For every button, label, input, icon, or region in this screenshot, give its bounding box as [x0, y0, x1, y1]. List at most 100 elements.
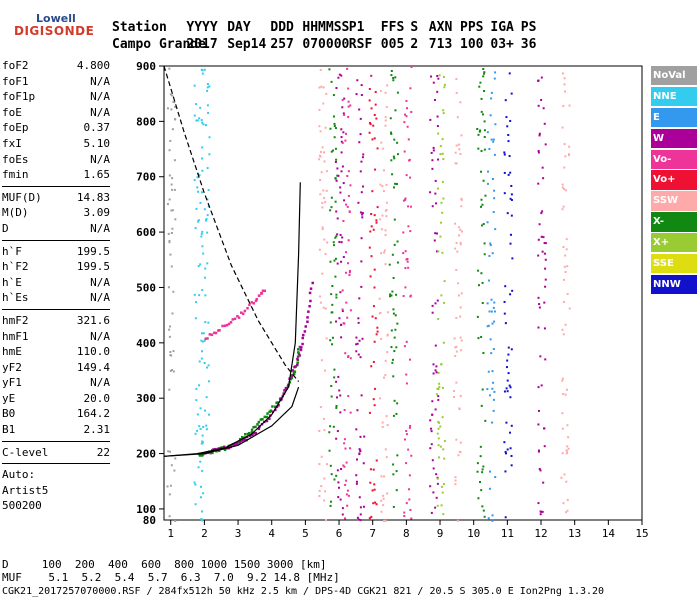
- echo-point: [478, 480, 481, 483]
- echo-point: [371, 315, 374, 318]
- trace-point: [301, 342, 304, 346]
- echo-point: [477, 147, 480, 150]
- echo-point: [360, 191, 363, 194]
- legend-nne: NNE: [651, 86, 697, 107]
- trace-point: [257, 427, 261, 431]
- echo-point: [478, 85, 481, 88]
- echo-point: [369, 123, 372, 126]
- echo-point: [357, 201, 360, 204]
- echo-point: [505, 116, 508, 119]
- echo-point: [196, 176, 199, 179]
- echo-point: [358, 108, 361, 111]
- echo-point: [344, 447, 347, 450]
- echo-point: [432, 467, 435, 470]
- echo-point: [331, 336, 334, 339]
- trace-point: [297, 348, 300, 351]
- echo-point: [443, 280, 446, 283]
- echo-point: [491, 519, 494, 522]
- echo-point: [482, 352, 485, 355]
- echo-point: [504, 99, 507, 102]
- echo-point: [359, 211, 362, 214]
- echo-point: [566, 498, 569, 501]
- trace-point: [266, 412, 269, 415]
- echo-point: [195, 103, 198, 106]
- trace-point: [250, 428, 254, 432]
- echo-point: [481, 113, 484, 116]
- echo-point: [538, 223, 541, 226]
- echo-point: [442, 341, 445, 344]
- param-key: B0: [2, 407, 16, 421]
- echo-point: [457, 282, 460, 285]
- echo-point: [383, 376, 386, 379]
- echo-point: [505, 452, 508, 455]
- trace-point: [309, 287, 313, 290]
- echo-point: [561, 377, 564, 380]
- trace-point: [263, 415, 267, 419]
- header-value-s: 2: [410, 37, 419, 52]
- echo-point: [482, 68, 485, 71]
- echo-point: [561, 183, 564, 186]
- echo-point: [564, 254, 567, 257]
- trace-point: [219, 446, 222, 450]
- param-row: foF2 4.800: [2, 58, 110, 74]
- echo-point: [483, 515, 486, 518]
- x-tick-label: 7: [369, 527, 376, 540]
- param-row: foE N/A: [2, 105, 110, 121]
- echo-point: [455, 316, 458, 319]
- echo-point: [378, 397, 381, 400]
- param-row: C-level 22: [2, 445, 110, 461]
- echo-point: [442, 112, 445, 115]
- echo-point: [341, 141, 344, 144]
- echo-point: [359, 133, 362, 136]
- echo-point: [343, 408, 346, 411]
- echo-point: [370, 225, 373, 228]
- x-tick-label: 8: [403, 527, 410, 540]
- echo-point: [393, 157, 396, 160]
- echo-point: [174, 457, 177, 460]
- echo-point: [394, 182, 397, 185]
- echo-point: [356, 342, 359, 345]
- trace-point: [296, 355, 300, 358]
- echo-point: [338, 240, 341, 243]
- echo-point: [443, 301, 446, 304]
- echo-point: [442, 158, 445, 161]
- echo-point: [561, 126, 564, 129]
- echo-point: [402, 252, 405, 255]
- echo-point: [392, 308, 395, 311]
- echo-point: [373, 214, 376, 217]
- echo-point: [391, 358, 394, 361]
- echo-point: [323, 477, 326, 480]
- echo-point: [439, 445, 442, 448]
- echo-point: [435, 365, 438, 368]
- echo-point: [197, 219, 200, 222]
- echo-point: [510, 348, 513, 351]
- param-key: yE: [2, 391, 16, 405]
- echo-point: [391, 173, 394, 176]
- echo-point: [563, 473, 566, 476]
- echo-point: [454, 483, 457, 486]
- echo-point: [390, 329, 393, 332]
- echo-point: [494, 476, 497, 479]
- echo-point: [563, 83, 566, 86]
- echo-point: [563, 265, 566, 268]
- echo-point: [384, 91, 387, 94]
- echo-point: [561, 452, 564, 455]
- legend-x-: X+: [651, 233, 697, 253]
- echo-point: [430, 443, 433, 446]
- echo-point: [543, 242, 546, 245]
- echo-point: [204, 124, 207, 127]
- echo-point: [561, 379, 564, 382]
- echo-point: [405, 430, 408, 433]
- echo-point: [325, 92, 328, 95]
- echo-point: [347, 239, 350, 242]
- echo-point: [167, 286, 170, 289]
- echo-point: [395, 412, 398, 415]
- echo-point: [390, 74, 393, 77]
- echo-point: [459, 153, 462, 156]
- trace-point: [282, 392, 285, 395]
- echo-point: [455, 381, 458, 384]
- echo-point: [168, 149, 171, 152]
- echo-point: [170, 354, 173, 357]
- echo-point: [405, 107, 408, 110]
- trace-point: [261, 289, 265, 292]
